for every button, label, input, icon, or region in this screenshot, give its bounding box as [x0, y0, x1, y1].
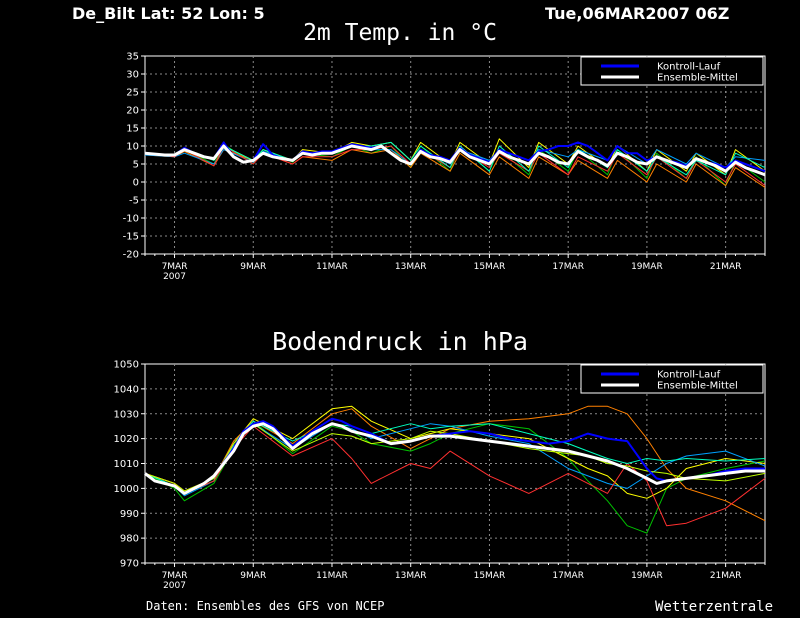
x-tick-label: 11MAR	[316, 571, 348, 581]
y-tick-label: 0	[133, 178, 139, 189]
ensemble-member-line	[144, 405, 766, 499]
legend-mean-label: Ensemble-Mittel	[657, 73, 738, 84]
y-tick-label: 1000	[114, 484, 139, 495]
x-tick-year-label: 2007	[163, 272, 186, 282]
y-tick-label: 1050	[114, 360, 139, 371]
x-tick-label: 7MAR	[162, 262, 188, 272]
location-header: De_Bilt Lat: 52 Lon: 5	[72, 4, 265, 23]
y-tick-label: -20	[123, 250, 139, 261]
x-tick-label: 17MAR	[552, 571, 584, 581]
x-tick-label: 19MAR	[631, 571, 663, 581]
y-tick-label: 5	[133, 160, 139, 171]
pressure-chart-title: Bodendruck in hPa	[272, 327, 528, 356]
y-tick-label: 10	[126, 142, 139, 153]
x-tick-label: 21MAR	[710, 571, 742, 581]
ensemble-member-line	[144, 143, 766, 187]
x-tick-label: 17MAR	[552, 262, 584, 272]
legend-control-label: Kontroll-Lauf	[657, 62, 721, 73]
ensemble-mean-line	[144, 422, 765, 495]
y-tick-label: 30	[126, 70, 139, 81]
y-tick-label: 970	[120, 559, 139, 570]
legend-mean-label: Ensemble-Mittel	[657, 381, 738, 392]
x-tick-label: 13MAR	[395, 262, 427, 272]
ensemble-member-line	[144, 405, 766, 522]
x-tick-label: 13MAR	[395, 571, 427, 581]
y-tick-label: -5	[129, 196, 139, 207]
legend-box	[580, 364, 764, 394]
y-tick-label: 1040	[114, 384, 139, 395]
y-tick-label: 20	[126, 106, 139, 117]
x-tick-label: 21MAR	[710, 262, 742, 272]
x-tick-label: 15MAR	[474, 262, 506, 272]
y-tick-label: 35	[126, 52, 139, 63]
brand-label: Wetterzentrale	[655, 599, 774, 615]
legend-box	[580, 56, 764, 86]
y-tick-label: 1030	[114, 409, 139, 420]
y-tick-label: 15	[126, 124, 139, 135]
y-tick-label: 25	[126, 88, 139, 99]
legend-control-label: Kontroll-Lauf	[657, 370, 721, 381]
chart-1: 1050 1040 1030 1020 1010 1000 990 980 970 7MAR200…	[114, 360, 766, 591]
y-tick-label: 1010	[114, 459, 139, 470]
x-tick-label: 19MAR	[631, 262, 663, 272]
ensemble-mean-line	[144, 144, 766, 177]
y-tick-label: 980	[120, 534, 139, 545]
x-tick-label: 9MAR	[240, 262, 266, 272]
y-tick-label: -10	[123, 214, 139, 225]
x-tick-label: 15MAR	[474, 571, 506, 581]
data-source-note: Daten: Ensembles des GFS von NCEP	[146, 599, 385, 613]
y-tick-label: 990	[120, 509, 139, 520]
y-tick-label: -15	[123, 232, 139, 243]
run-time-header: Tue,06MAR2007 06Z	[545, 4, 730, 23]
y-tick-label: 1020	[114, 434, 139, 445]
x-tick-year-label: 2007	[163, 581, 186, 591]
temp-chart-title: 2m Temp. in °C	[303, 20, 497, 46]
control-run-line	[144, 417, 765, 495]
x-tick-label: 9MAR	[240, 571, 266, 581]
x-tick-label: 7MAR	[162, 571, 188, 581]
x-tick-label: 11MAR	[316, 262, 348, 272]
